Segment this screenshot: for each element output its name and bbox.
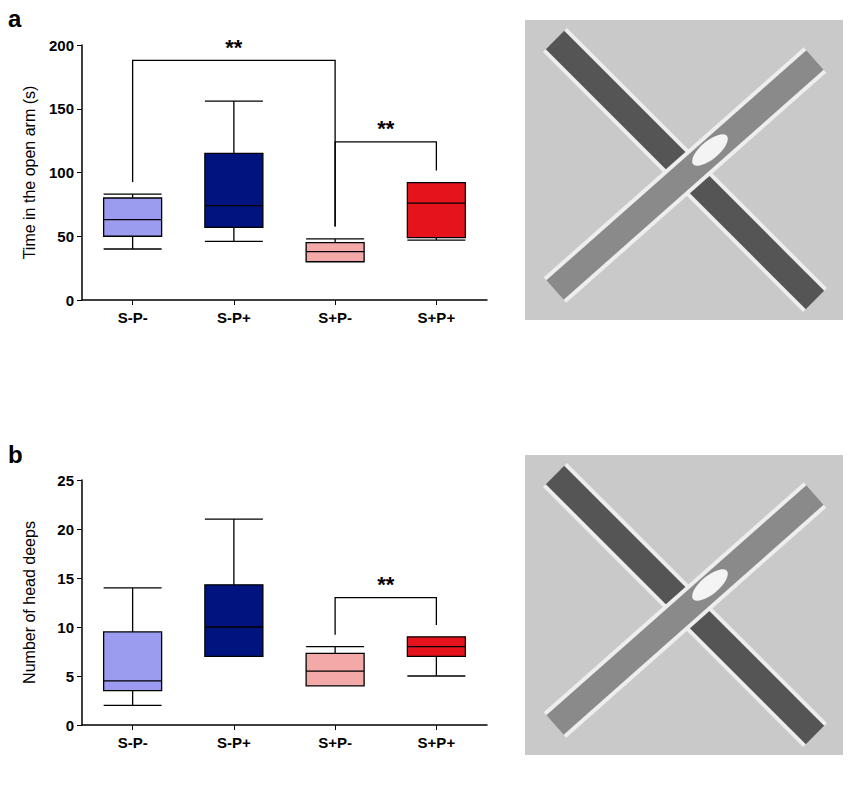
svg-text:S-P+: S-P+ <box>217 309 251 326</box>
svg-text:S+P+: S+P+ <box>418 734 456 751</box>
svg-text:15: 15 <box>57 570 74 587</box>
svg-text:S+P-: S+P- <box>318 734 352 751</box>
svg-text:150: 150 <box>49 100 74 117</box>
svg-text:S+P-: S+P- <box>318 309 352 326</box>
svg-text:20: 20 <box>57 521 74 538</box>
svg-text:0: 0 <box>66 292 74 309</box>
svg-text:S+P+: S+P+ <box>418 309 456 326</box>
svg-text:0: 0 <box>66 717 74 734</box>
svg-text:Time in the open arm (s): Time in the open arm (s) <box>21 86 38 260</box>
svg-text:50: 50 <box>57 228 74 245</box>
svg-text:**: ** <box>225 35 243 60</box>
svg-text:**: ** <box>377 116 395 141</box>
svg-text:25: 25 <box>57 472 74 489</box>
svg-text:S-P+: S-P+ <box>217 734 251 751</box>
svg-text:S-P-: S-P- <box>118 309 148 326</box>
svg-text:100: 100 <box>49 164 74 181</box>
svg-text:5: 5 <box>66 668 74 685</box>
svg-text:Number of head deeps: Number of head deeps <box>21 521 38 684</box>
svg-text:10: 10 <box>57 619 74 636</box>
svg-text:b: b <box>8 441 23 468</box>
svg-text:**: ** <box>377 572 395 597</box>
svg-text:200: 200 <box>49 37 74 54</box>
svg-text:S-P-: S-P- <box>118 734 148 751</box>
svg-text:a: a <box>8 5 22 32</box>
